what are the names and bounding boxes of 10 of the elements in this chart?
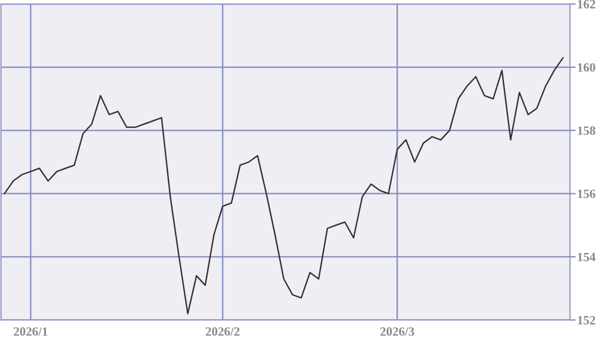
y-tick-label: 154 bbox=[578, 252, 596, 262]
y-tick-label: 160 bbox=[578, 63, 596, 72]
x-tick-label: 2026/1 bbox=[14, 327, 48, 336]
y-tick-label: 158 bbox=[578, 126, 596, 135]
line-series bbox=[4, 57, 564, 314]
y-tick-label: 152 bbox=[578, 316, 596, 324]
x-tick-label: 2026/3 bbox=[380, 327, 414, 336]
y-tick-label: 162 bbox=[578, 0, 596, 8]
y-tick-label: 156 bbox=[578, 190, 596, 198]
x-tick-label: 2026/2 bbox=[206, 327, 240, 336]
